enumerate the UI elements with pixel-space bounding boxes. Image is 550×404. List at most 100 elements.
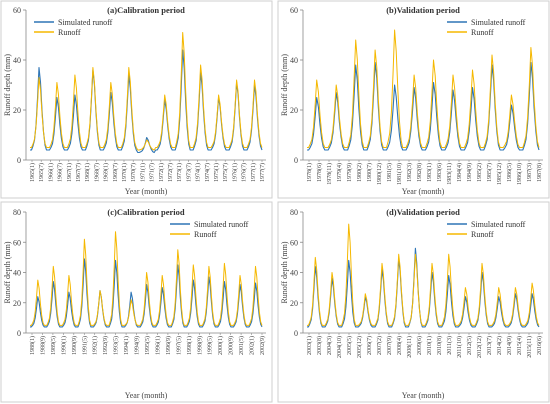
- chart-title: (a)Calibration period: [107, 5, 185, 15]
- x-tick-label: 1970(7): [130, 163, 137, 182]
- x-tick-label: 2013(7): [486, 336, 493, 355]
- y-tick-label: 20: [13, 106, 21, 115]
- x-tick-label: 1969(7): [112, 163, 119, 182]
- x-tick-label: 1982(8): [416, 163, 423, 182]
- x-tick-label: 1978(11): [326, 163, 333, 185]
- chart-title: (d)Validation period: [386, 207, 460, 217]
- x-tick-label: 1983(1): [426, 163, 433, 182]
- x-tick-label: 1977(7): [259, 163, 266, 182]
- y-axis-label: Runoff depth (mm): [3, 54, 12, 116]
- x-tick-label: 1981(5): [386, 163, 393, 182]
- legend-label: Simulated runoff: [471, 18, 526, 27]
- x-tick-label: 1975(1): [213, 163, 220, 182]
- x-tick-label: 2003(8): [316, 336, 323, 355]
- x-tick-label: 1987(8): [536, 163, 543, 182]
- x-tick-label: 1992(1): [92, 336, 99, 355]
- x-tick-label: 1974(1): [195, 163, 202, 182]
- x-tick-label: 1978(1): [306, 163, 313, 182]
- x-tick-label: 1971(7): [149, 163, 156, 182]
- y-tick-label: 80: [290, 208, 298, 217]
- x-tick-label: 2008(11): [406, 336, 413, 358]
- x-tick-label: 1983(11): [446, 163, 453, 185]
- y-tick-label: 60: [290, 238, 298, 247]
- x-tick-label: 1976(7): [241, 163, 248, 182]
- x-tick-label: 1992(9): [102, 336, 109, 355]
- x-tick-label: 2009(6): [416, 336, 423, 355]
- x-tick-label: 2011(3): [446, 336, 453, 355]
- x-tick-label: 1984(9): [466, 163, 473, 182]
- x-tick-label: 1967(7): [75, 163, 82, 182]
- x-tick-label: 1966(1): [47, 163, 54, 182]
- x-tick-label: 1998(9): [196, 336, 203, 355]
- x-tick-label: 1999(5): [207, 336, 214, 355]
- x-tick-label: 1972(1): [158, 163, 165, 182]
- x-tick-label: 1998(1): [186, 336, 193, 355]
- chart-panel: 0 20 40 60 Runoff depth (mm) (a)Calibration p…: [0, 0, 273, 199]
- x-tick-label: 2011(10): [456, 336, 463, 358]
- x-tick-label: 2002(1): [249, 336, 256, 355]
- series-line: [307, 223, 540, 326]
- x-tick-label: 1987(3): [526, 163, 533, 182]
- x-tick-label: 2002(9): [259, 336, 266, 355]
- y-tick-label: 0: [294, 156, 298, 165]
- x-tick-label: 1994(1): [123, 336, 130, 355]
- chart-title: (c)Calibration period: [107, 207, 184, 217]
- x-axis-label: Year (month): [125, 391, 168, 400]
- x-tick-label: 1988(9): [39, 336, 46, 355]
- x-tick-label: 2004(3): [326, 336, 333, 355]
- x-tick-label: 2008(4): [396, 336, 403, 355]
- x-tick-label: 2005(5): [346, 336, 353, 355]
- x-tick-label: 1988(1): [29, 336, 36, 355]
- x-axis-label: Year (month): [125, 187, 168, 196]
- x-tick-label: 1985(2): [476, 163, 483, 182]
- x-tick-label: 1965(1): [29, 163, 36, 182]
- x-tick-label: 2015(11): [526, 336, 533, 358]
- x-tick-label: 2000(9): [228, 336, 235, 355]
- y-tick-label: 0: [17, 156, 21, 165]
- x-tick-label: 1966(7): [57, 163, 64, 182]
- x-tick-label: 1967(1): [66, 163, 73, 182]
- panel-frame: [0, 0, 273, 199]
- y-tick-label: 40: [290, 269, 298, 278]
- y-tick-label: 20: [13, 299, 21, 308]
- chart-panel: 0 20 40 60 Runoff depth (mm) (b)Validation pe…: [277, 0, 550, 199]
- x-tick-label: 1975(7): [222, 163, 229, 182]
- x-tick-label: 1985(12): [496, 163, 503, 185]
- x-tick-label: 1971(1): [139, 163, 146, 182]
- x-tick-label: 1968(7): [93, 163, 100, 182]
- x-tick-label: 1986(5): [506, 163, 513, 182]
- x-tick-label: 1996(1): [154, 336, 161, 355]
- x-tick-label: 1977(1): [250, 163, 257, 182]
- x-tick-label: 1968(1): [84, 163, 91, 182]
- y-tick-label: 40: [13, 56, 21, 65]
- x-tick-label: 1981(10): [396, 163, 403, 185]
- legend-label: Runoff: [471, 230, 494, 239]
- legend-label: Runoff: [58, 28, 81, 37]
- x-tick-label: 2015(4): [516, 336, 523, 355]
- legend-label: Simulated runoff: [471, 220, 526, 229]
- y-tick-label: 60: [13, 6, 21, 15]
- y-tick-label: 0: [17, 329, 21, 338]
- x-tick-label: 2003(1): [306, 336, 313, 355]
- x-tick-label: 2014(2): [496, 336, 503, 355]
- chart-panel: 0 20 40 60 80 Runoff depth (mm) (c)Calibration…: [0, 201, 273, 403]
- chart-panel: 0 20 40 60 80 Runoff depth (mm) (d)Validation …: [277, 201, 550, 403]
- series-line: [30, 32, 263, 151]
- y-axis-label: Runoff depth (mm): [3, 241, 12, 303]
- x-tick-label: 1978(6): [316, 163, 323, 182]
- x-tick-label: 1989(5): [50, 336, 57, 355]
- x-tick-label: 1976(1): [231, 163, 238, 182]
- x-tick-label: 2012(12): [476, 336, 483, 358]
- x-tick-label: 1990(1): [60, 336, 67, 355]
- series-line: [30, 231, 263, 326]
- x-tick-label: 2007(9): [386, 336, 393, 355]
- x-tick-label: 1991(5): [81, 336, 88, 355]
- legend-label: Simulated runoff: [58, 18, 113, 27]
- series-line: [307, 247, 540, 328]
- y-tick-label: 60: [290, 6, 298, 15]
- y-tick-label: 20: [290, 106, 298, 115]
- x-tick-label: 1965(7): [38, 163, 45, 182]
- x-tick-label: 2016(6): [536, 336, 543, 355]
- panel-frame: [277, 201, 550, 403]
